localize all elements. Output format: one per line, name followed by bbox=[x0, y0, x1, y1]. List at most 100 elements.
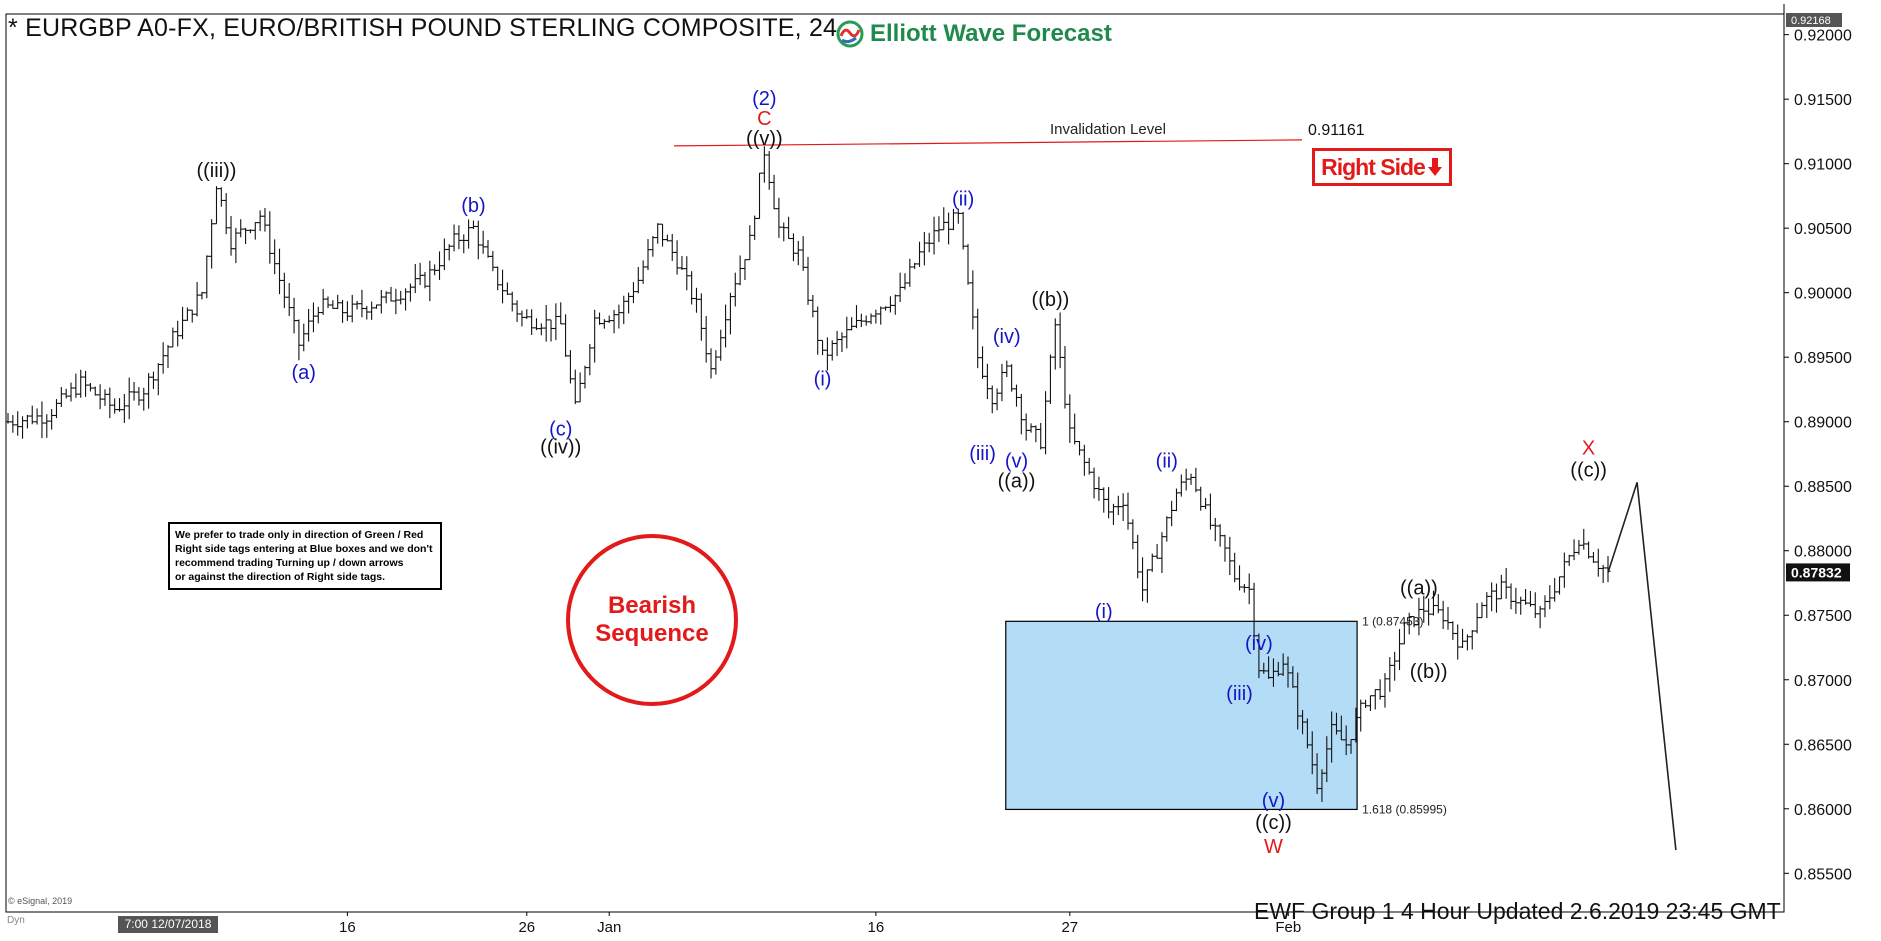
ohlc-bar bbox=[252, 222, 258, 240]
ohlc-bar bbox=[121, 394, 127, 423]
ohlc-bar bbox=[427, 260, 433, 302]
ohlc-bar bbox=[941, 207, 947, 231]
ohlc-bar bbox=[567, 350, 573, 384]
ohlc-bar bbox=[684, 256, 690, 291]
ohlc-bar bbox=[1237, 565, 1243, 591]
ohlc-bar bbox=[1125, 492, 1131, 530]
ohlc-bar bbox=[180, 306, 186, 340]
ohlc-bar bbox=[1464, 634, 1470, 651]
ohlc-bar bbox=[475, 220, 481, 260]
ohlc-bar bbox=[800, 236, 806, 271]
ohlc-bar bbox=[1392, 651, 1398, 681]
ohlc-bar bbox=[1062, 346, 1068, 409]
ohlc-bar bbox=[611, 309, 617, 334]
fib-level-label: 1 (0.87453) bbox=[1362, 614, 1423, 628]
ohlc-bar bbox=[689, 271, 695, 305]
high-price-label: 0.92168 bbox=[1791, 15, 1831, 27]
note-line: Right side tags entering at Blue boxes a… bbox=[175, 543, 433, 555]
time-tick-label: Jan bbox=[597, 919, 621, 936]
ohlc-bar bbox=[1178, 474, 1184, 497]
ohlc-bar bbox=[616, 304, 622, 329]
price-tick-label: 0.90000 bbox=[1794, 286, 1852, 303]
ohlc-bar bbox=[1149, 553, 1155, 572]
ohlc-bar bbox=[558, 302, 564, 325]
ohlc-bar bbox=[213, 186, 219, 225]
brand-name: Elliott Wave Forecast bbox=[870, 20, 1112, 47]
invalidation-label: Invalidation Level bbox=[1050, 121, 1166, 138]
note-line: recommend trading Turning up / down arro… bbox=[175, 557, 404, 569]
wave-label: ((b)) bbox=[1032, 289, 1070, 311]
ohlc-bar bbox=[931, 216, 937, 255]
ohlc-bar bbox=[1571, 539, 1577, 561]
wave-label: ((c)) bbox=[1255, 812, 1292, 834]
ohlc-bar bbox=[1426, 598, 1432, 626]
down-arrow-icon bbox=[1427, 158, 1442, 176]
ohlc-bar bbox=[853, 305, 859, 329]
price-tick-label: 0.85500 bbox=[1794, 866, 1852, 883]
ohlc-bar bbox=[863, 315, 869, 326]
ohlc-bar bbox=[388, 286, 394, 302]
ohlc-bar bbox=[1440, 600, 1446, 630]
wave-label: ((iii)) bbox=[196, 160, 236, 182]
wave-label: X bbox=[1582, 437, 1595, 459]
ohlc-bar bbox=[325, 296, 331, 309]
ohlc-bar bbox=[1164, 516, 1170, 542]
ohlc-bar bbox=[267, 211, 273, 264]
ohlc-bar bbox=[984, 363, 990, 400]
ohlc-bar bbox=[1518, 596, 1524, 615]
ohlc-bar bbox=[645, 238, 651, 271]
ohlc-bar bbox=[907, 258, 913, 287]
ohlc-bar bbox=[20, 416, 26, 439]
ohlc-bar bbox=[306, 308, 312, 342]
ohlc-bar bbox=[403, 288, 409, 311]
ohlc-bar bbox=[92, 386, 98, 396]
footer-update-text: EWF Group 1 4 Hour Updated 2.6.2019 23:4… bbox=[1254, 898, 1781, 924]
bearish-label-line2: Sequence bbox=[595, 620, 709, 647]
ohlc-bar bbox=[383, 291, 389, 304]
ohlc-bar bbox=[873, 309, 879, 324]
wave-label: (ii) bbox=[1156, 450, 1178, 472]
ohlc-bar bbox=[1353, 707, 1359, 743]
ohlc-bar bbox=[58, 387, 64, 407]
wave-label: (c) bbox=[549, 418, 572, 440]
ohlc-bar bbox=[1038, 422, 1044, 450]
ohlc-bar bbox=[359, 289, 365, 318]
ohlc-bar bbox=[917, 241, 923, 267]
wave-label: (a) bbox=[292, 362, 316, 384]
ohlc-bar bbox=[766, 151, 772, 190]
ohlc-bar bbox=[1169, 500, 1175, 527]
price-tick-label: 0.91000 bbox=[1794, 157, 1852, 174]
price-tick-label: 0.87500 bbox=[1794, 608, 1852, 625]
ohlc-bar bbox=[761, 146, 767, 183]
ohlc-bar bbox=[83, 370, 89, 397]
price-tick-label: 0.86500 bbox=[1794, 737, 1852, 754]
wave-label: ((a)) bbox=[1400, 577, 1438, 599]
ohlc-bar bbox=[1004, 360, 1010, 378]
ohlc-bar bbox=[320, 288, 326, 315]
ohlc-bar bbox=[718, 329, 724, 361]
ohlc-bar bbox=[44, 414, 50, 438]
price-tick-label: 0.91500 bbox=[1794, 92, 1852, 109]
ohlc-bar bbox=[1309, 731, 1315, 775]
ohlc-bar bbox=[146, 373, 152, 409]
ohlc-bar bbox=[921, 232, 927, 266]
ohlc-bar bbox=[155, 363, 161, 396]
ohlc-bar bbox=[679, 256, 685, 270]
ohlc-bar bbox=[1503, 567, 1509, 599]
ohlc-bar bbox=[1498, 574, 1504, 600]
wave-label: ((a)) bbox=[998, 471, 1036, 493]
ohlc-bar bbox=[965, 244, 971, 285]
ohlc-bar bbox=[1086, 457, 1092, 475]
ohlc-bar bbox=[1295, 672, 1301, 730]
ohlc-bar bbox=[87, 382, 93, 392]
ohlc-bar bbox=[373, 304, 379, 309]
ohlc-bar bbox=[1304, 718, 1310, 749]
ohlc-bar bbox=[1416, 597, 1422, 636]
copyright: © eSignal, 2019 bbox=[8, 896, 73, 906]
ohlc-bar bbox=[175, 320, 181, 347]
ohlc-bar bbox=[233, 227, 239, 264]
ohlc-bar bbox=[126, 377, 132, 420]
ohlc-bar bbox=[655, 223, 661, 244]
